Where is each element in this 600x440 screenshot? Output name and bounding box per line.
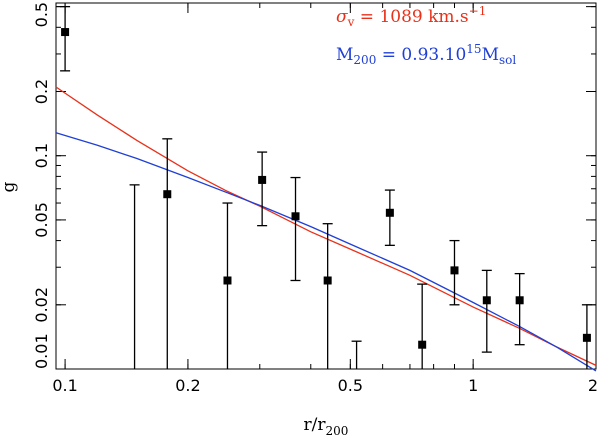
x-tick-label: 0.5 xyxy=(338,376,363,395)
x-tick-label: 1 xyxy=(468,376,478,395)
data-point xyxy=(450,266,459,275)
y-tick-label: 0.2 xyxy=(32,79,51,104)
legend-mass: M200 = 0.93.1015Msol xyxy=(336,42,516,67)
legend-mass-sub: 200 xyxy=(353,53,376,67)
data-point xyxy=(515,296,524,305)
data-point xyxy=(223,276,232,285)
legend-sigma-text: = 1089 km.s xyxy=(354,7,468,27)
curve-M-200 xyxy=(55,132,597,372)
legend-mass-sup: 15 xyxy=(466,42,481,56)
legend-sigma-sub: v xyxy=(347,15,355,29)
legend-mass-symbol: M xyxy=(336,45,353,65)
data-point xyxy=(61,28,70,37)
data-point xyxy=(482,296,491,305)
data-point xyxy=(163,190,172,199)
x-axis-label: r/r200 xyxy=(304,415,349,438)
legend-sigma-sup: −1 xyxy=(469,4,487,18)
data-point xyxy=(291,212,300,221)
axis-tick-labels: 0.1 0.2 0.5 1 2 0.01 0.02 0.05 0.1 0.2 0.5 xyxy=(32,2,598,395)
legend-mass-text: = 0.93.10 xyxy=(376,45,466,65)
y-tick-label: 0.02 xyxy=(32,287,51,323)
data-point xyxy=(582,333,591,342)
x-axis-label-base: r/r xyxy=(304,415,327,435)
x-tick-label: 2 xyxy=(588,376,598,395)
plot-frame xyxy=(55,2,597,370)
y-tick-label: 0.05 xyxy=(32,202,51,238)
data-point xyxy=(385,208,394,217)
legend-mass-tail: M xyxy=(482,45,499,65)
data-markers xyxy=(61,28,591,349)
data-point xyxy=(258,175,267,184)
model-curves xyxy=(55,86,597,372)
x-tick-label: 0.2 xyxy=(175,376,200,395)
legend-sigma-symbol: σ xyxy=(336,7,348,27)
legend-sigma: σv = 1089 km.s−1 xyxy=(336,4,486,29)
y-tick-label: 0.1 xyxy=(32,143,51,168)
y-tick-label: 0.5 xyxy=(32,2,51,27)
y-tick-label: 0.01 xyxy=(32,333,51,369)
legend-mass-tail-sub: sol xyxy=(499,53,516,67)
error-bars xyxy=(60,5,592,369)
axis-ticks xyxy=(56,3,597,370)
data-point xyxy=(418,340,427,349)
data-point xyxy=(323,276,332,285)
y-axis-label: g xyxy=(0,181,19,192)
x-tick-label: 0.1 xyxy=(52,376,77,395)
x-axis-label-sub: 200 xyxy=(326,424,349,438)
